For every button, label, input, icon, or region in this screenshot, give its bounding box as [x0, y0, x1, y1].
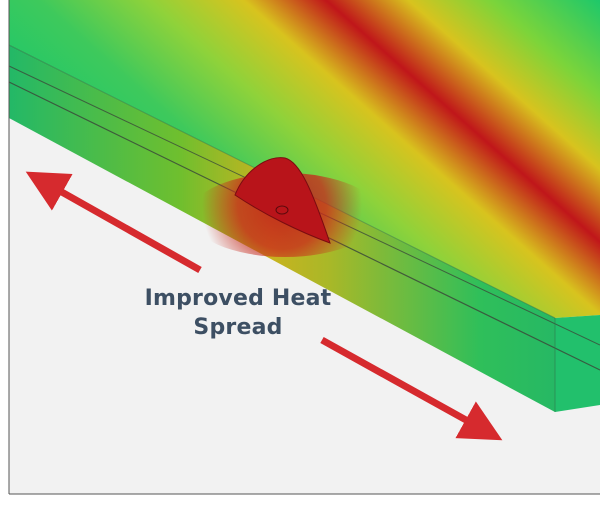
arrow-right — [320, 336, 503, 441]
caption: Improved Heat Spread — [128, 284, 348, 342]
caption-line-2: Spread — [193, 315, 283, 340]
heat-source-component — [234, 157, 331, 244]
arrow-left — [25, 171, 202, 274]
board-end-face — [555, 315, 600, 412]
caption-line-1: Improved Heat — [144, 286, 332, 311]
board-top-face — [9, 0, 600, 318]
